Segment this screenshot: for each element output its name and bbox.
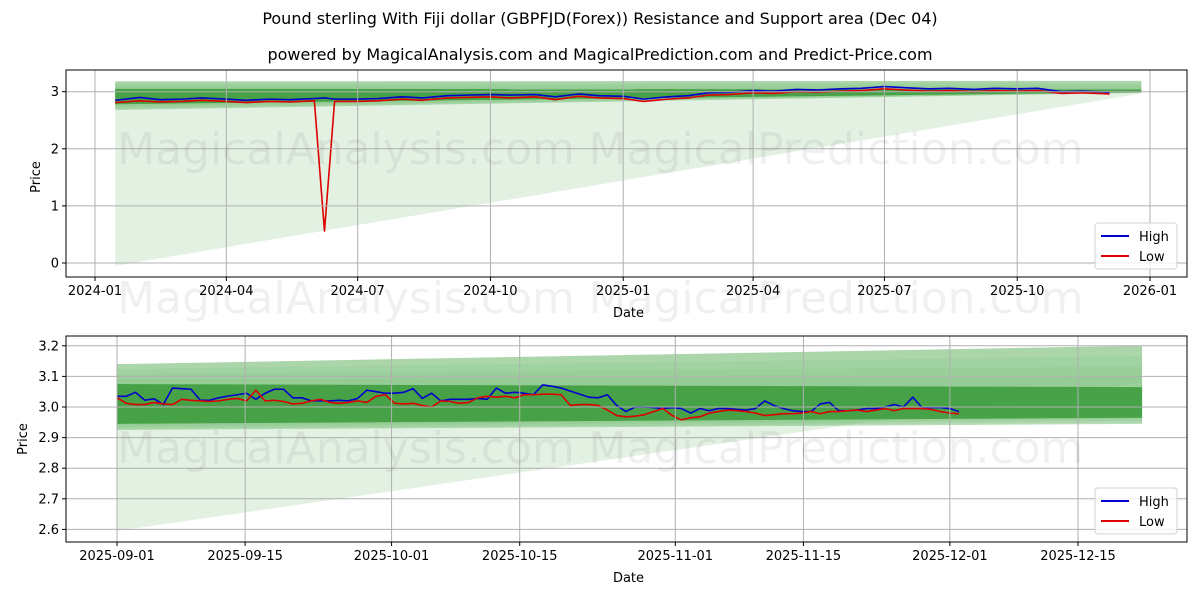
series-line-high <box>115 85 1110 102</box>
y-tick-label: 3.1 <box>38 370 59 385</box>
top-chart: MagicalAnalysis.com MagicalPrediction.com… <box>29 69 1188 324</box>
y-tick-label: 2.9 <box>38 431 59 446</box>
y-tick-label: 2.6 <box>38 523 59 538</box>
y-tick-label: 3 <box>51 85 59 100</box>
y-tick-label: 2.8 <box>38 462 59 477</box>
x-tick-label: 2025-09-01 <box>79 549 155 564</box>
x-tick-label: 2025-12-15 <box>1040 549 1116 564</box>
watermark-magicalprediction: MagicalPrediction.com <box>589 124 1084 175</box>
y-tick-label: 3.2 <box>38 339 59 354</box>
series-line-low <box>115 88 1110 232</box>
x-tick-label: 2025-09-15 <box>207 549 283 564</box>
x-tick-label: 2025-12-01 <box>912 549 988 564</box>
chart-title: Pound sterling With Fiji dollar (GBPFJD(… <box>262 9 938 28</box>
legend-label-low: Low <box>1139 515 1165 530</box>
x-tick-label: 2025-11-15 <box>766 549 842 564</box>
x-tick-label: 2026-01 <box>1123 284 1177 299</box>
legend-box <box>1094 222 1178 270</box>
y-tick-label: 3.0 <box>38 401 59 416</box>
x-tick-label: 2024-01 <box>68 284 122 299</box>
y-tick-label: 2 <box>51 142 59 157</box>
watermark-magicalprediction: MagicalPrediction.com <box>589 273 1084 324</box>
legend-label-high: High <box>1139 230 1169 245</box>
chart-subtitle: powered by MagicalAnalysis.com and Magic… <box>267 45 933 64</box>
series-line-low <box>116 389 960 421</box>
x-tick-label: 2024-07 <box>331 284 385 299</box>
watermark-magicalanalysis: MagicalAnalysis.com <box>117 423 575 474</box>
x-tick-label: 2025-07 <box>857 284 911 299</box>
x-tick-label: 2024-10 <box>463 284 517 299</box>
x-axis-label: Date <box>613 306 644 321</box>
x-tick-label: 2025-11-01 <box>638 549 714 564</box>
y-axis-label: Price <box>16 423 31 455</box>
series-line-high <box>117 384 960 414</box>
legend-label-low: Low <box>1139 250 1165 265</box>
x-tick-label: 2025-01 <box>596 284 650 299</box>
x-tick-label: 2025-04 <box>726 284 780 299</box>
bottom-chart-plot-area <box>116 345 1143 531</box>
bottom-chart: MagicalAnalysis.com MagicalPrediction.com… <box>16 335 1188 586</box>
y-tick-label: 2.7 <box>38 492 59 507</box>
x-tick-label: 2025-10-15 <box>482 549 558 564</box>
y-tick-label: 1 <box>51 199 59 214</box>
x-tick-label: 2025-10 <box>990 284 1044 299</box>
legend-box <box>1094 487 1178 535</box>
x-axis-label: Date <box>613 571 644 586</box>
watermark-magicalanalysis: MagicalAnalysis.com <box>117 124 575 175</box>
bottom-chart-axes-frame <box>65 335 1188 543</box>
watermark-magicalanalysis: MagicalAnalysis.com <box>117 273 575 324</box>
y-axis-label: Price <box>29 161 44 193</box>
x-tick-label: 2025-10-01 <box>354 549 430 564</box>
bottom-chart-legend: High Low <box>1094 487 1178 535</box>
inner-band <box>117 384 1143 424</box>
x-tick-label: 2024-04 <box>199 284 253 299</box>
watermark-magicalprediction: MagicalPrediction.com <box>589 423 1084 474</box>
y-tick-label: 0 <box>51 257 59 272</box>
top-chart-legend: High Low <box>1094 222 1178 270</box>
top-chart-axes-frame <box>65 69 1188 278</box>
legend-label-high: High <box>1139 495 1169 510</box>
